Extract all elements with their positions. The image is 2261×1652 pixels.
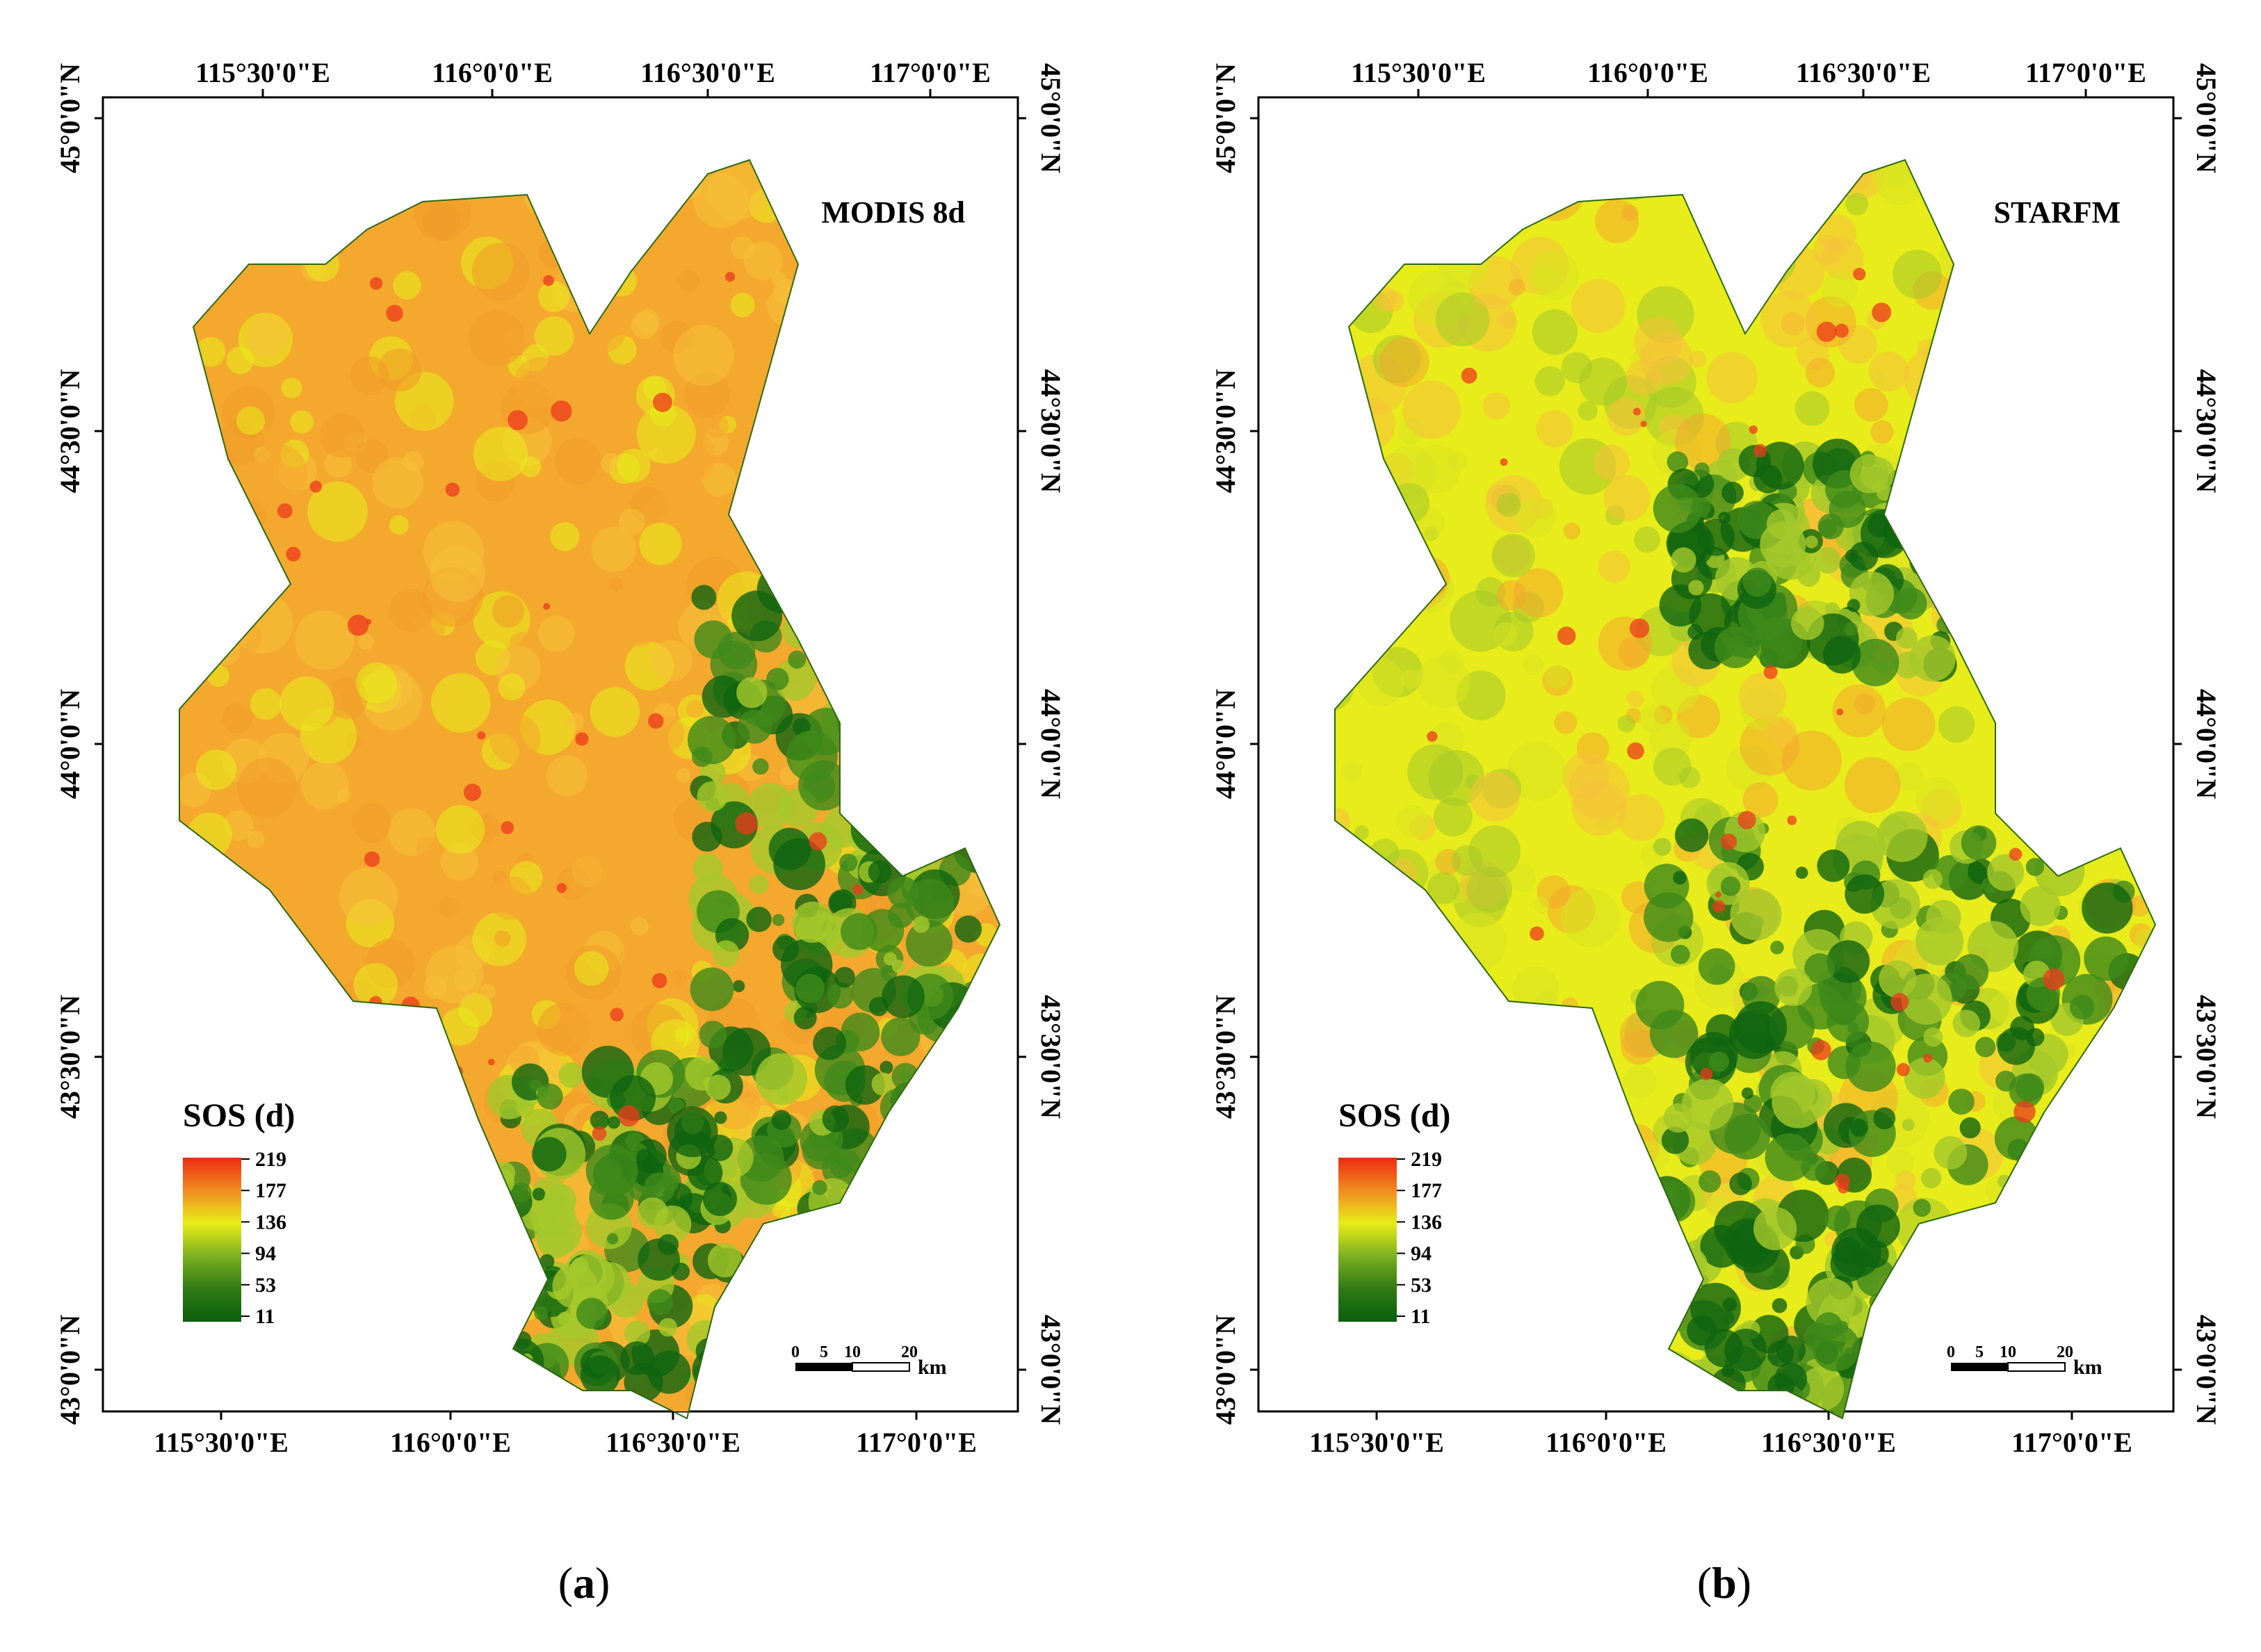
lat-label-right: 45°0'0"N bbox=[1035, 63, 1067, 173]
lon-label-bottom: 115°30'0"E bbox=[1309, 1427, 1444, 1458]
legend-value: 11 bbox=[1411, 1305, 1430, 1328]
lon-label-top: 117°0'0"E bbox=[2025, 57, 2146, 88]
lon-label-top: 116°30'0"E bbox=[640, 57, 775, 88]
lat-label-left: 44°0'0"N bbox=[54, 689, 86, 799]
map-title: MODIS 8d bbox=[821, 195, 965, 229]
legend-value: 53 bbox=[1411, 1274, 1432, 1297]
lon-label-top: 116°30'0"E bbox=[1796, 57, 1931, 88]
lat-label-left: 45°0'0"N bbox=[1210, 63, 1241, 173]
legend-value: 177 bbox=[1411, 1179, 1442, 1202]
lon-label-bottom: 115°30'0"E bbox=[154, 1427, 289, 1458]
legend-value: 11 bbox=[255, 1305, 275, 1328]
lon-label-top: 116°0'0"E bbox=[1587, 57, 1708, 88]
lat-label-left: 43°0'0"N bbox=[1210, 1315, 1241, 1425]
lat-label-right: 44°30'0"N bbox=[2191, 369, 2222, 493]
scale-tick-label: 10 bbox=[2000, 1343, 2016, 1361]
lon-label-bottom: 116°0'0"E bbox=[390, 1427, 511, 1458]
scale-tick-label: 0 bbox=[1947, 1343, 1955, 1361]
map-panel-b: 115°30'0"E 115°30'0"E 116°0'0"E 116°0'0"E 11… bbox=[1210, 57, 2222, 1458]
legend-value: 219 bbox=[255, 1148, 286, 1171]
lat-label-right: 43°30'0"N bbox=[2191, 995, 2222, 1119]
map-frame bbox=[1257, 96, 2175, 1413]
scale-tick-label: 20 bbox=[2057, 1343, 2073, 1361]
legend-value: 219 bbox=[1411, 1148, 1442, 1171]
legend-value: 53 bbox=[255, 1274, 276, 1297]
scale-bar-black bbox=[1951, 1363, 2008, 1371]
lon-label-bottom: 116°30'0"E bbox=[1761, 1427, 1896, 1458]
scale-bar-black bbox=[795, 1363, 852, 1371]
legend-value: 94 bbox=[1411, 1242, 1432, 1265]
lon-label-top: 115°30'0"E bbox=[1351, 57, 1486, 88]
lon-label-top: 116°0'0"E bbox=[432, 57, 553, 88]
lat-label-left: 44°0'0"N bbox=[1210, 689, 1241, 799]
scale-tick-label: 10 bbox=[844, 1343, 861, 1361]
legend-value: 94 bbox=[255, 1242, 276, 1265]
map-panel-a: 115°30'0"E 115°30'0"E 116°0'0"E 116°0'0"E 11… bbox=[54, 57, 1067, 1458]
caption-b: (b) bbox=[1696, 1558, 1752, 1608]
legend-value: 177 bbox=[255, 1179, 286, 1202]
legend-color-ramp bbox=[1338, 1158, 1397, 1322]
map-frame bbox=[102, 96, 1019, 1413]
lat-label-left: 44°30'0"N bbox=[1210, 369, 1241, 493]
region-outline bbox=[179, 159, 1001, 1420]
legend-value: 136 bbox=[255, 1210, 286, 1233]
scale-unit: km bbox=[2073, 1356, 2102, 1379]
legend-title: SOS (d) bbox=[183, 1097, 295, 1134]
scale-tick-label: 5 bbox=[820, 1343, 828, 1361]
lon-label-top: 117°0'0"E bbox=[870, 57, 991, 88]
lon-label-bottom: 116°0'0"E bbox=[1546, 1427, 1667, 1458]
lat-label-right: 43°0'0"N bbox=[1035, 1315, 1067, 1425]
lat-label-left: 43°30'0"N bbox=[1210, 995, 1241, 1119]
lon-label-bottom: 117°0'0"E bbox=[2011, 1427, 2132, 1458]
lat-label-right: 44°0'0"N bbox=[2191, 689, 2222, 799]
map-title: STARFM bbox=[1993, 195, 2121, 229]
lon-label-top: 115°30'0"E bbox=[195, 57, 330, 88]
lon-label-bottom: 116°30'0"E bbox=[606, 1427, 740, 1458]
caption-a: (a) bbox=[558, 1558, 610, 1608]
lat-label-left: 43°30'0"N bbox=[54, 995, 86, 1119]
lat-label-left: 43°0'0"N bbox=[54, 1315, 86, 1425]
lat-label-right: 45°0'0"N bbox=[2191, 63, 2222, 173]
scale-bar-white bbox=[2007, 1362, 2066, 1372]
scale-tick-label: 5 bbox=[1975, 1343, 1984, 1361]
sos-raster bbox=[1335, 160, 2155, 1418]
scale-unit: km bbox=[918, 1356, 947, 1379]
lat-label-right: 44°0'0"N bbox=[1035, 689, 1067, 799]
lat-label-left: 44°30'0"N bbox=[54, 369, 86, 493]
scale-tick-label: 20 bbox=[901, 1343, 918, 1361]
lat-label-right: 43°0'0"N bbox=[2191, 1315, 2222, 1425]
lat-label-left: 45°0'0"N bbox=[54, 63, 86, 173]
sos-raster bbox=[179, 160, 1000, 1418]
legend-value: 136 bbox=[1411, 1210, 1442, 1233]
scale-tick-label: 0 bbox=[791, 1343, 800, 1361]
lat-label-right: 44°30'0"N bbox=[1035, 369, 1067, 493]
region-outline bbox=[1334, 159, 2157, 1420]
scale-bar-white bbox=[852, 1362, 910, 1372]
lat-label-right: 43°30'0"N bbox=[1035, 995, 1067, 1119]
legend-color-ramp bbox=[183, 1158, 241, 1322]
lon-label-bottom: 117°0'0"E bbox=[856, 1427, 977, 1458]
legend-title: SOS (d) bbox=[1338, 1097, 1450, 1134]
